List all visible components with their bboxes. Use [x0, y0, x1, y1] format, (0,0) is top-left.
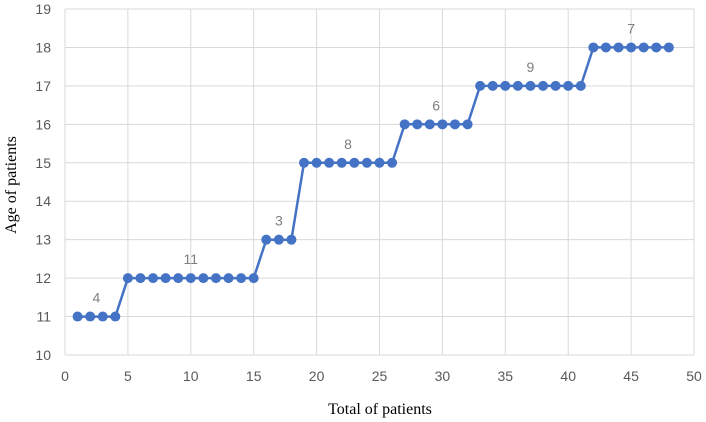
data-point	[563, 80, 574, 91]
data-point	[97, 311, 108, 322]
data-point	[198, 273, 209, 284]
data-point	[311, 157, 322, 168]
data-point	[324, 157, 335, 168]
data-point	[512, 80, 523, 91]
data-point	[122, 273, 133, 284]
data-labels: 4 11 3 8 6 9 7	[93, 20, 636, 305]
x-tick-label: 35	[498, 368, 514, 384]
data-label: 9	[527, 59, 535, 75]
y-tick-label: 12	[35, 270, 51, 286]
data-label: 4	[93, 290, 101, 306]
x-tick-label: 50	[686, 368, 702, 384]
data-point	[148, 273, 159, 284]
data-point	[525, 80, 536, 91]
data-point	[550, 80, 561, 91]
data-point	[223, 273, 234, 284]
data-point	[261, 234, 272, 245]
y-tick-label: 14	[35, 193, 51, 209]
data-point	[236, 273, 247, 284]
data-point	[160, 273, 171, 284]
data-point	[361, 157, 372, 168]
data-point	[538, 80, 549, 91]
data-point	[387, 157, 398, 168]
y-tick-label: 11	[36, 309, 51, 325]
y-axis-title: Age of patients	[3, 136, 20, 234]
y-tick-label: 16	[35, 116, 51, 132]
data-point	[273, 234, 284, 245]
data-point	[286, 234, 297, 245]
data-point	[210, 273, 221, 284]
data-point	[462, 119, 473, 130]
x-tick-label: 25	[372, 368, 388, 384]
x-tick-label: 0	[61, 368, 69, 384]
data-point	[72, 311, 83, 322]
data-label: 8	[344, 136, 352, 152]
data-point	[487, 80, 498, 91]
data-point	[85, 311, 96, 322]
x-tick-label: 40	[560, 368, 576, 384]
y-tick-label: 17	[35, 78, 51, 94]
data-point	[600, 42, 611, 53]
y-tick-label: 19	[35, 1, 51, 17]
data-point	[651, 42, 662, 53]
data-point	[185, 273, 196, 284]
x-axis-ticks: 0 5 10 15 20 25 30 35 40 45 50	[61, 368, 702, 384]
data-point	[588, 42, 599, 53]
data-label: 7	[627, 20, 635, 36]
data-label: 11	[184, 251, 199, 267]
data-point	[613, 42, 624, 53]
x-tick-label: 5	[124, 368, 132, 384]
data-point	[110, 311, 121, 322]
data-point	[374, 157, 385, 168]
data-point	[336, 157, 347, 168]
data-point	[575, 80, 586, 91]
y-tick-label: 10	[35, 347, 51, 363]
x-tick-label: 45	[623, 368, 639, 384]
data-point	[424, 119, 435, 130]
y-tick-label: 18	[35, 39, 51, 55]
data-point	[500, 80, 511, 91]
data-point	[399, 119, 410, 130]
data-point	[638, 42, 649, 53]
y-axis-ticks: 10 11 12 13 14 15 16 17 18 19	[35, 1, 51, 363]
data-point	[475, 80, 486, 91]
x-tick-label: 20	[309, 368, 325, 384]
data-label: 3	[275, 213, 283, 229]
grid	[64, 8, 695, 356]
data-point	[173, 273, 184, 284]
data-point	[449, 119, 460, 130]
data-point	[626, 42, 637, 53]
data-point	[663, 42, 674, 53]
data-point	[349, 157, 360, 168]
x-tick-label: 15	[246, 368, 262, 384]
data-point	[299, 157, 310, 168]
data-point	[248, 273, 259, 284]
data-point	[437, 119, 448, 130]
x-axis-title: Total of patients	[328, 401, 432, 418]
y-tick-label: 15	[35, 155, 51, 171]
data-point	[412, 119, 423, 130]
y-tick-label: 13	[35, 232, 51, 248]
data-point	[135, 273, 146, 284]
x-tick-label: 10	[183, 368, 199, 384]
series	[72, 42, 674, 322]
data-label: 6	[432, 97, 440, 113]
x-tick-label: 30	[435, 368, 451, 384]
